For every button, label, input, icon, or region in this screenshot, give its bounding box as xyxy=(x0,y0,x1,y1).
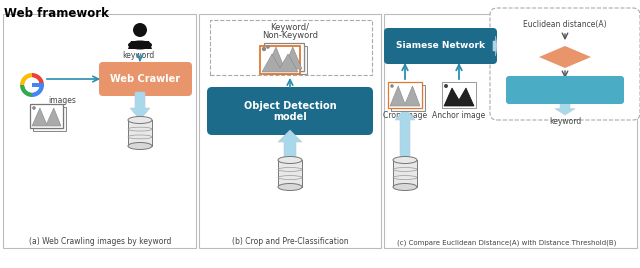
Text: Anchor image: Anchor image xyxy=(433,111,486,120)
Text: keyword: keyword xyxy=(122,51,154,60)
Text: (b) Crop and Pre-Classification: (b) Crop and Pre-Classification xyxy=(232,237,348,246)
Bar xyxy=(33,107,66,131)
Text: Keyword/: Keyword/ xyxy=(271,23,310,32)
Bar xyxy=(3,14,196,248)
Wedge shape xyxy=(32,73,44,85)
Text: Web framework: Web framework xyxy=(4,7,109,20)
Text: Distance: Distance xyxy=(546,50,584,58)
Polygon shape xyxy=(266,47,302,69)
Text: Siamese Network: Siamese Network xyxy=(396,42,485,50)
Circle shape xyxy=(390,84,394,88)
Text: Euclidean distance(A): Euclidean distance(A) xyxy=(523,20,607,29)
Bar xyxy=(210,20,372,75)
Ellipse shape xyxy=(278,184,302,191)
Bar xyxy=(278,160,302,187)
Text: Object Detection: Object Detection xyxy=(244,101,336,111)
Text: images: images xyxy=(48,96,76,105)
Bar xyxy=(267,46,307,74)
FancyBboxPatch shape xyxy=(99,62,192,96)
Wedge shape xyxy=(20,73,32,85)
FancyBboxPatch shape xyxy=(207,87,373,135)
Text: keyword: keyword xyxy=(549,117,581,126)
Circle shape xyxy=(262,47,266,51)
Text: (a) Web Crawling images by keyword: (a) Web Crawling images by keyword xyxy=(29,237,171,246)
Bar xyxy=(199,14,381,248)
Circle shape xyxy=(24,77,40,92)
Ellipse shape xyxy=(393,157,417,163)
Bar xyxy=(442,82,476,108)
Ellipse shape xyxy=(128,117,152,124)
Bar xyxy=(393,160,417,187)
Circle shape xyxy=(444,84,448,88)
Polygon shape xyxy=(390,86,420,106)
Bar xyxy=(264,43,304,71)
Polygon shape xyxy=(555,101,575,115)
Polygon shape xyxy=(262,54,298,72)
Ellipse shape xyxy=(393,184,417,191)
Text: Non-Keyword: Non-Keyword xyxy=(262,31,318,40)
Polygon shape xyxy=(395,108,415,160)
Polygon shape xyxy=(128,41,152,49)
Text: Web Crawler: Web Crawler xyxy=(111,74,180,84)
Polygon shape xyxy=(444,88,474,106)
Text: (c) Compare Euclidean Distance(A) with Distance Threshold(B): (c) Compare Euclidean Distance(A) with D… xyxy=(397,240,617,246)
Wedge shape xyxy=(20,85,32,97)
FancyBboxPatch shape xyxy=(490,8,640,120)
Ellipse shape xyxy=(128,143,152,150)
Polygon shape xyxy=(278,130,302,160)
Wedge shape xyxy=(32,85,44,97)
Polygon shape xyxy=(539,46,591,68)
Polygon shape xyxy=(493,36,497,56)
Circle shape xyxy=(266,45,270,49)
Bar xyxy=(384,14,637,248)
Bar xyxy=(128,120,152,146)
Polygon shape xyxy=(32,108,61,126)
FancyBboxPatch shape xyxy=(506,76,624,104)
Ellipse shape xyxy=(278,157,302,163)
FancyBboxPatch shape xyxy=(384,28,497,64)
Circle shape xyxy=(32,106,36,110)
Text: Crop image: Crop image xyxy=(383,111,427,120)
Bar xyxy=(388,82,422,108)
Bar xyxy=(32,83,44,87)
Text: Threshold(B): Threshold(B) xyxy=(537,57,593,65)
Circle shape xyxy=(133,23,147,37)
Bar xyxy=(260,46,300,74)
Bar xyxy=(30,104,63,128)
Bar xyxy=(391,85,425,111)
Text: model: model xyxy=(273,112,307,122)
Polygon shape xyxy=(130,92,150,120)
Ellipse shape xyxy=(128,40,152,50)
Text: A < B: A < B xyxy=(549,85,581,95)
